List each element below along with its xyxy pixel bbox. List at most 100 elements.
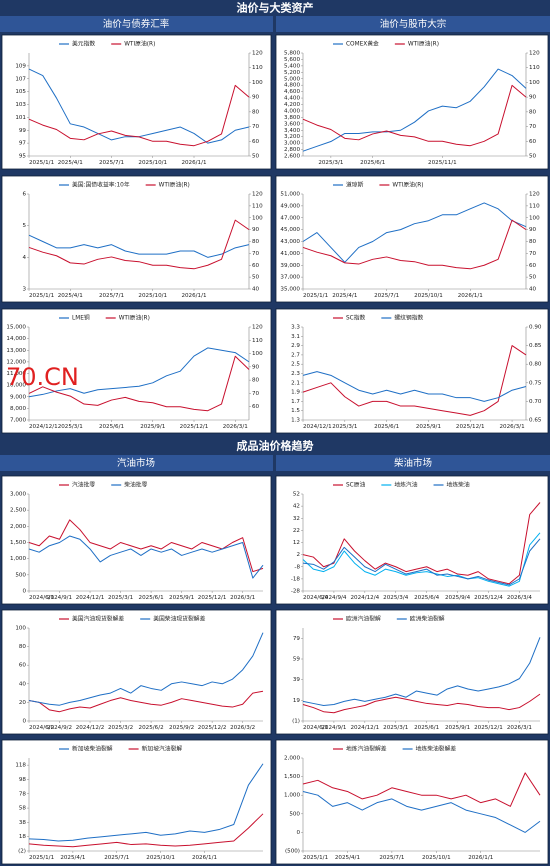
y-tick-label: 4,800 (284, 83, 300, 89)
y2-tick-label: 110 (252, 65, 263, 71)
y-tick-label: 22 (293, 528, 300, 534)
y-tick-label: 3,400 (284, 128, 300, 134)
y-tick-label: 3,200 (284, 134, 300, 140)
legend-label: 地炼柴油 (447, 481, 470, 489)
y-tick-label: 3.3 (291, 325, 300, 331)
y-tick-label: 2,000 (10, 524, 26, 530)
x-tick-label: 2024/12/1 (303, 424, 332, 430)
subsection-title: 油价与债券汇率 (103, 18, 170, 30)
y2-tick-label: 50 (252, 275, 260, 281)
y2-tick-label: 0.85 (529, 343, 542, 349)
y-tick-label: 80 (19, 644, 27, 650)
y-tick-label: -8 (294, 564, 300, 570)
y-tick-label: 99 (19, 128, 27, 134)
y2-tick-label: 60 (252, 263, 260, 269)
y-tick-label: 2,800 (284, 147, 300, 153)
x-tick-label: 2026/3/1 (507, 725, 533, 731)
series-line (28, 234, 250, 258)
y2-tick-label: 0.75 (529, 380, 542, 386)
y2-tick-label: 70 (252, 251, 260, 257)
y-tick-label: 20 (19, 700, 27, 706)
x-tick-label: 2025/9/1 (140, 424, 166, 430)
x-tick-label: 2025/6/1 (99, 424, 125, 430)
y-tick-label: 4,600 (284, 89, 300, 95)
panel-background (1, 308, 272, 434)
series-line (28, 347, 250, 398)
chart-panel: 35,000 37,000 39,000 41,000 43,000 45,000 47,0… (275, 175, 549, 303)
series-line (302, 502, 541, 585)
y-tick-label: 5,200 (284, 70, 300, 76)
x-tick-label: 2026/1/1 (181, 293, 207, 299)
chart-panel: 7,000 8,000 9,000 10,000 11,000 12,000 13,000 1… (1, 308, 272, 434)
y-tick-label: 103 (15, 102, 26, 108)
x-tick-label: 2026/3/1 (230, 595, 256, 601)
x-tick-label: 2025/1/1 (303, 293, 329, 299)
x-tick-label: 2025/3/1 (318, 160, 344, 166)
series-line (28, 519, 264, 573)
y-tick-label: (2) (18, 849, 26, 855)
panel-background (275, 308, 549, 434)
x-tick-label: 2024/9/1 (321, 725, 347, 731)
x-tick-label: 2025/1/1 (29, 293, 55, 299)
x-tick-label: 2025/12/1 (198, 595, 227, 601)
x-tick-label: 2024/12/1 (76, 595, 105, 601)
y2-tick-label: 50 (529, 154, 537, 160)
y-tick-label: 118 (15, 763, 26, 769)
y2-tick-label: 70 (529, 251, 537, 257)
y-tick-label: 107 (15, 76, 26, 82)
y2-tick-label: 80 (252, 109, 260, 115)
x-tick-label: 2024/6/1 (29, 595, 55, 601)
y2-tick-label: 40 (252, 287, 260, 293)
y-tick-label: -28 (291, 589, 301, 595)
watermark: 70.CN (6, 363, 79, 391)
series-line (28, 690, 264, 713)
series-line (28, 355, 250, 412)
y-tick-label: 3.1 (291, 334, 300, 340)
y2-tick-label: 120 (252, 51, 263, 57)
series-line (302, 84, 527, 147)
subsection-title: 柴油市场 (394, 457, 432, 469)
x-tick-label: 2025/6/1 (139, 595, 165, 601)
y-tick-label: 2.5 (291, 362, 300, 368)
x-tick-label: 2025/10/1 (146, 855, 175, 861)
y2-tick-label: 120 (252, 192, 263, 198)
y-tick-label: 18 (19, 834, 27, 840)
y-tick-label: 5 (22, 223, 26, 229)
x-tick-label: 2024/12/1 (29, 424, 58, 430)
y-tick-label: 98 (19, 777, 27, 783)
y-tick-label: 58 (19, 806, 27, 812)
y-tick-label: 32 (293, 516, 300, 522)
x-tick-label: 2026/1/1 (192, 855, 218, 861)
legend-label: 欧洲汽油裂解 (346, 615, 381, 623)
y-tick-label: 49,000 (280, 203, 300, 209)
y-tick-label: 0 (296, 830, 300, 836)
x-tick-label: 2025/10/1 (422, 855, 451, 861)
x-tick-label: 2025/3/1 (383, 725, 409, 731)
y-tick-label: 2,500 (10, 508, 26, 514)
legend-label: 螺纹钢指数 (394, 314, 423, 322)
y2-tick-label: 60 (252, 139, 260, 145)
y-tick-label: 39 (293, 677, 301, 683)
y2-tick-label: 80 (529, 109, 537, 115)
y-tick-label: 4,000 (284, 108, 300, 114)
series-line (28, 763, 264, 842)
x-tick-label: 2025/10/1 (138, 160, 167, 166)
y-tick-label: 95 (19, 154, 27, 160)
section-title: 油价与大类资产 (237, 1, 314, 15)
y-tick-label: 500 (15, 572, 26, 578)
series-line (302, 68, 527, 152)
y-tick-label: 101 (15, 115, 26, 121)
x-tick-label: 2025/7/1 (99, 293, 125, 299)
y-tick-label: 15,000 (6, 325, 26, 331)
y-tick-label: 2 (296, 552, 300, 558)
x-tick-label: 2026/3/2 (230, 725, 255, 731)
y-tick-label: 2.3 (291, 371, 300, 377)
x-tick-label: 2025/9/1 (445, 725, 471, 731)
y2-tick-label: 80 (529, 239, 537, 245)
y-tick-label: 47,000 (280, 215, 300, 221)
x-tick-label: 2025/10/1 (138, 293, 167, 299)
y-tick-label: 2.7 (291, 352, 300, 358)
y2-tick-label: 100 (252, 215, 263, 221)
